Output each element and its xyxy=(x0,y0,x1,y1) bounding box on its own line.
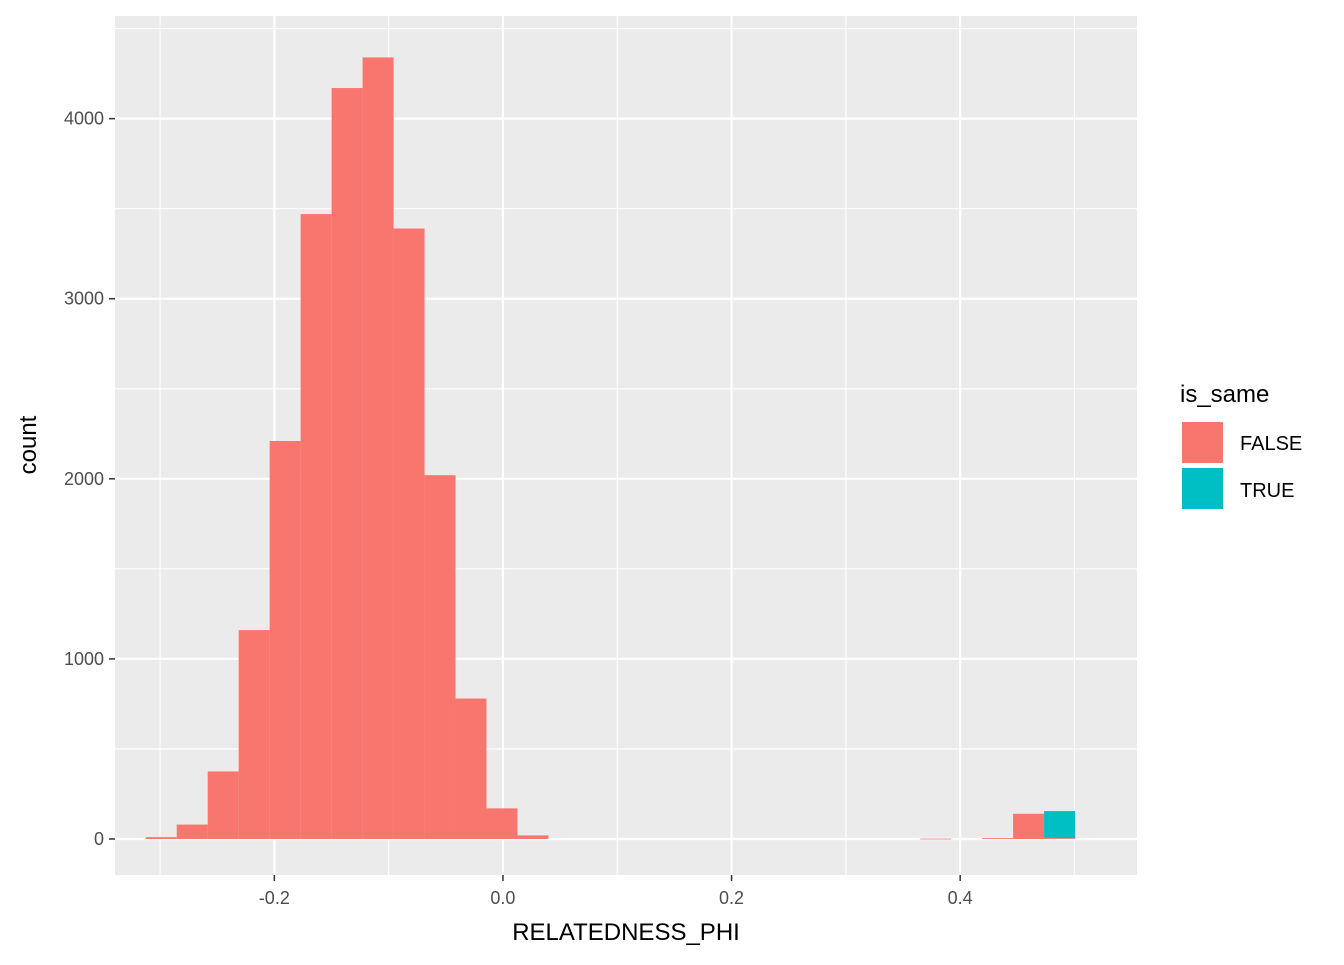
bar-false xyxy=(486,808,518,839)
legend-label-true: TRUE xyxy=(1240,480,1294,502)
bar-true xyxy=(1044,811,1076,839)
bar-false xyxy=(517,835,549,839)
legend-label-false: FALSE xyxy=(1240,433,1302,455)
x-tick-label: 0.0 xyxy=(490,888,515,908)
x-tick-label: 0.4 xyxy=(948,888,973,908)
bar-false xyxy=(145,837,177,839)
bar-false xyxy=(207,771,239,839)
bar-false xyxy=(424,475,456,839)
bar-false xyxy=(362,57,394,839)
bar-false xyxy=(393,228,425,839)
y-tick-label: 0 xyxy=(94,829,104,849)
y-tick-label: 4000 xyxy=(64,109,104,129)
bar-false xyxy=(982,838,1014,839)
bar-false xyxy=(176,824,208,839)
bar-false xyxy=(269,440,301,839)
histogram-bars xyxy=(145,57,1076,840)
bar-false xyxy=(1044,838,1076,839)
bar-false xyxy=(455,698,487,839)
bar-false xyxy=(300,214,332,839)
legend-key-false xyxy=(1182,422,1223,463)
bar-false xyxy=(920,838,952,840)
y-tick-label: 2000 xyxy=(64,469,104,489)
legend-title: is_same xyxy=(1180,381,1269,408)
y-axis-title: count xyxy=(15,415,42,474)
legend-key-true xyxy=(1182,468,1223,509)
legend: is_same FALSE TRUE xyxy=(1180,381,1302,509)
bar-false xyxy=(1013,813,1045,839)
bar-false xyxy=(331,88,363,839)
y-axis: 0 1000 2000 3000 4000 xyxy=(64,109,115,849)
y-tick-label: 1000 xyxy=(64,649,104,669)
x-tick-label: 0.2 xyxy=(719,888,744,908)
x-axis: -0.2 0.0 0.2 0.4 xyxy=(259,875,973,908)
x-axis-title: RELATEDNESS_PHI xyxy=(512,919,740,946)
bar-false xyxy=(238,630,270,839)
y-tick-label: 3000 xyxy=(64,289,104,309)
x-tick-label: -0.2 xyxy=(259,888,290,908)
